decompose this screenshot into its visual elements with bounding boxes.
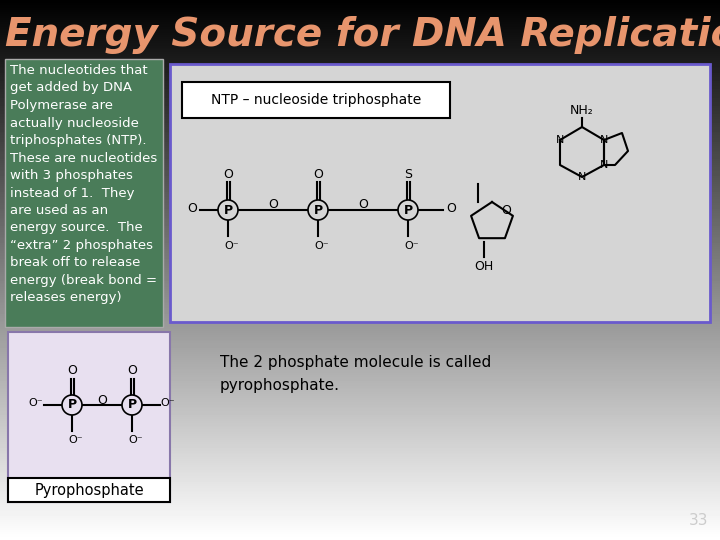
Text: O⁻: O⁻ — [161, 398, 175, 408]
Text: The 2 phosphate molecule is called
pyrophosphate.: The 2 phosphate molecule is called pyrop… — [220, 355, 491, 394]
Text: O: O — [358, 199, 368, 212]
Bar — [182, 82, 450, 118]
Text: O: O — [268, 199, 278, 212]
Bar — [5, 59, 163, 327]
Text: Pyrophosphate: Pyrophosphate — [34, 483, 144, 497]
Text: O: O — [127, 364, 137, 377]
Text: O⁻: O⁻ — [315, 241, 329, 251]
Text: P: P — [68, 399, 76, 411]
Text: O⁻: O⁻ — [225, 241, 239, 251]
Text: P: P — [127, 399, 137, 411]
Text: O: O — [501, 204, 511, 217]
Text: P: P — [223, 204, 233, 217]
Text: O⁻: O⁻ — [129, 435, 143, 445]
Circle shape — [62, 395, 82, 415]
Text: OH: OH — [474, 260, 494, 273]
Text: The nucleotides that
get added by DNA
Polymerase are
actually nucleoside
triphos: The nucleotides that get added by DNA Po… — [10, 64, 157, 305]
Text: N: N — [578, 172, 586, 182]
Text: Energy Source for DNA Replication: Energy Source for DNA Replication — [5, 16, 720, 54]
Text: N: N — [556, 135, 564, 145]
Circle shape — [398, 200, 418, 220]
Text: P: P — [403, 204, 413, 217]
Text: O⁻: O⁻ — [68, 435, 84, 445]
Text: O⁻: O⁻ — [405, 241, 419, 251]
Text: NTP – nucleoside triphosphate: NTP – nucleoside triphosphate — [211, 93, 421, 107]
Text: N: N — [600, 160, 608, 170]
Text: O: O — [187, 201, 197, 214]
Text: N: N — [600, 135, 608, 145]
Bar — [8, 478, 170, 502]
Circle shape — [122, 395, 142, 415]
Bar — [170, 64, 710, 322]
Circle shape — [308, 200, 328, 220]
Text: O: O — [446, 201, 456, 214]
Text: P: P — [313, 204, 323, 217]
Text: 33: 33 — [688, 513, 708, 528]
Text: O: O — [97, 394, 107, 407]
Text: O: O — [313, 167, 323, 180]
Bar — [8, 332, 170, 502]
Text: NH₂: NH₂ — [570, 104, 594, 117]
Text: O: O — [223, 167, 233, 180]
Circle shape — [218, 200, 238, 220]
Text: O: O — [67, 364, 77, 377]
Text: O⁻: O⁻ — [29, 398, 43, 408]
Text: S: S — [404, 167, 412, 180]
